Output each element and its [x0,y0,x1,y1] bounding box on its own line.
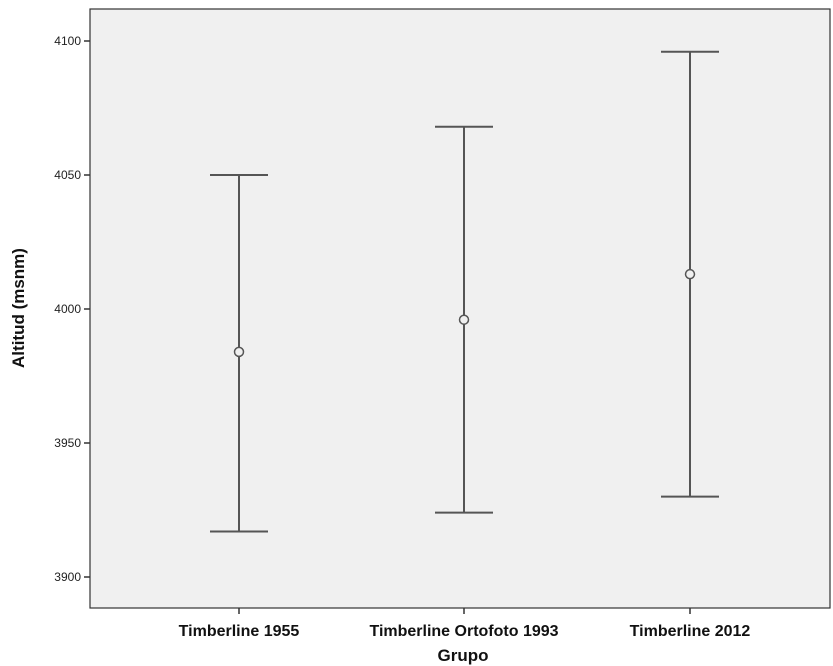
x-tick-label: Timberline 1955 [179,623,300,640]
x-axis-title: Grupo [438,646,489,665]
mean-point [458,314,470,325]
mean-point [684,268,696,280]
y-tick-label: 3950 [54,436,81,450]
y-axis-title: Altitud (msnm) [9,248,28,368]
x-axis: Timberline 1955 Timberline Ortofoto 1993 T… [179,608,751,640]
plot-area [89,8,831,609]
error-bars [210,50,719,533]
mean-point [233,346,245,358]
x-tick-label: Timberline Ortofoto 1993 [369,623,558,640]
y-tick-label: 3900 [54,570,81,584]
y-axis: 3900 3950 4000 4050 4100 [54,34,90,584]
y-tick-label: 4000 [54,302,81,316]
y-tick-label: 4100 [54,34,81,48]
x-tick-label: Timberline 2012 [630,623,751,640]
y-tick-label: 4050 [54,168,81,182]
